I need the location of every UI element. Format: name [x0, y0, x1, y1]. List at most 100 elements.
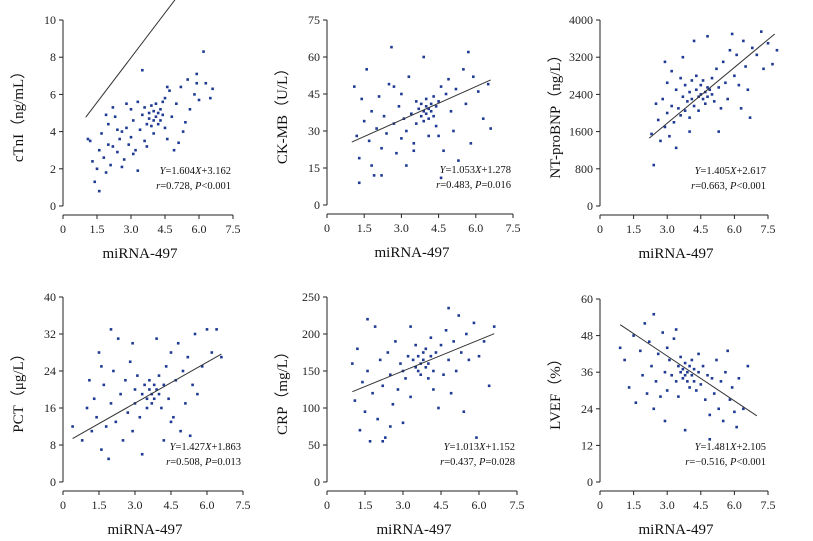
- data-point: [372, 174, 376, 177]
- data-point: [735, 53, 738, 57]
- data-point: [432, 388, 435, 391]
- data-point: [424, 105, 428, 108]
- x-tick-label: 1.5: [358, 498, 373, 512]
- x-axis-label: miRNA-497: [103, 246, 179, 262]
- data-point: [104, 113, 108, 117]
- y-tick-label: 8: [50, 438, 56, 452]
- data-point: [437, 100, 440, 103]
- data-point: [109, 402, 113, 405]
- y-tick-label: 100: [302, 401, 320, 415]
- data-point: [652, 163, 656, 167]
- data-point: [80, 439, 84, 442]
- data-point: [176, 341, 180, 345]
- data-point: [708, 413, 712, 417]
- x-tick-label: 3.0: [394, 221, 409, 235]
- data-point: [381, 440, 385, 443]
- y-tick-label: 800: [575, 162, 593, 176]
- data-point: [663, 370, 667, 374]
- data-point: [683, 83, 687, 87]
- data-point: [122, 158, 126, 161]
- data-point: [712, 100, 716, 103]
- data-point: [133, 388, 137, 391]
- y-tick-label: 10: [44, 13, 56, 27]
- data-point: [363, 410, 367, 413]
- data-point: [661, 331, 665, 334]
- data-point: [394, 340, 397, 343]
- data-point: [209, 96, 212, 100]
- data-point: [161, 100, 165, 104]
- data-point: [481, 117, 485, 120]
- data-point: [125, 126, 128, 130]
- data-point: [100, 132, 103, 135]
- data-point: [391, 403, 395, 406]
- data-point: [143, 139, 146, 143]
- y-tick-label: 4000: [569, 13, 593, 27]
- data-point: [439, 176, 443, 180]
- y-tick-label: 48: [581, 329, 593, 343]
- x-tick-label: 7.5: [226, 222, 241, 236]
- data-point: [211, 87, 214, 91]
- data-point: [107, 122, 110, 126]
- data-point: [462, 68, 465, 71]
- data-point: [489, 127, 492, 130]
- data-point: [643, 322, 647, 325]
- data-point: [434, 105, 438, 108]
- regression-equation: Y=1.405X+2.617: [695, 166, 766, 177]
- data-point: [368, 440, 372, 443]
- data-point: [695, 74, 698, 78]
- data-point: [719, 107, 723, 110]
- data-point: [380, 146, 383, 150]
- y-tick-label: 0: [587, 475, 593, 489]
- y-tick-label: 24: [581, 402, 593, 416]
- regression-line: [648, 33, 776, 139]
- data-point: [109, 328, 113, 331]
- data-point: [672, 121, 676, 124]
- x-tick-label: 4.5: [434, 498, 449, 512]
- data-point: [205, 328, 209, 331]
- y-tick-label: 60: [581, 292, 593, 306]
- data-point: [482, 340, 486, 343]
- data-point: [681, 95, 685, 99]
- data-point: [100, 448, 103, 451]
- data-point: [775, 48, 779, 52]
- data-point: [390, 45, 393, 49]
- data-point: [427, 107, 430, 111]
- data-point: [674, 328, 678, 331]
- data-point: [131, 119, 135, 122]
- data-point: [141, 68, 144, 72]
- x-tick-label: 0: [324, 221, 330, 235]
- data-point: [668, 134, 671, 138]
- data-point: [104, 171, 108, 174]
- data-point: [401, 421, 405, 425]
- data-point: [145, 397, 149, 401]
- data-point: [159, 107, 162, 111]
- data-point: [157, 374, 161, 377]
- data-point: [654, 380, 658, 383]
- data-point: [683, 109, 687, 112]
- data-point: [129, 135, 133, 139]
- data-point: [708, 88, 712, 92]
- data-point: [396, 388, 400, 391]
- data-point: [376, 417, 379, 421]
- data-point: [690, 373, 694, 377]
- data-point: [128, 360, 132, 364]
- data-point: [492, 325, 496, 328]
- data-point: [148, 388, 151, 391]
- data-point: [681, 377, 685, 380]
- data-point: [400, 137, 403, 140]
- data-point: [429, 102, 433, 106]
- data-point: [124, 378, 127, 382]
- data-point: [419, 102, 423, 106]
- data-point: [202, 50, 205, 53]
- data-point: [683, 428, 687, 432]
- data-point: [434, 351, 438, 354]
- data-point: [681, 367, 685, 371]
- data-point: [366, 369, 369, 373]
- data-point: [476, 90, 480, 93]
- data-point: [191, 383, 194, 387]
- data-point: [155, 388, 158, 391]
- data-point: [131, 341, 134, 345]
- data-point: [145, 122, 149, 126]
- scatter-panel-5: 0 50 100 150 200 250 0 1.5 3.0 4.5 6.0 7.5 miRNA-497…: [274, 290, 525, 538]
- data-point: [618, 346, 622, 350]
